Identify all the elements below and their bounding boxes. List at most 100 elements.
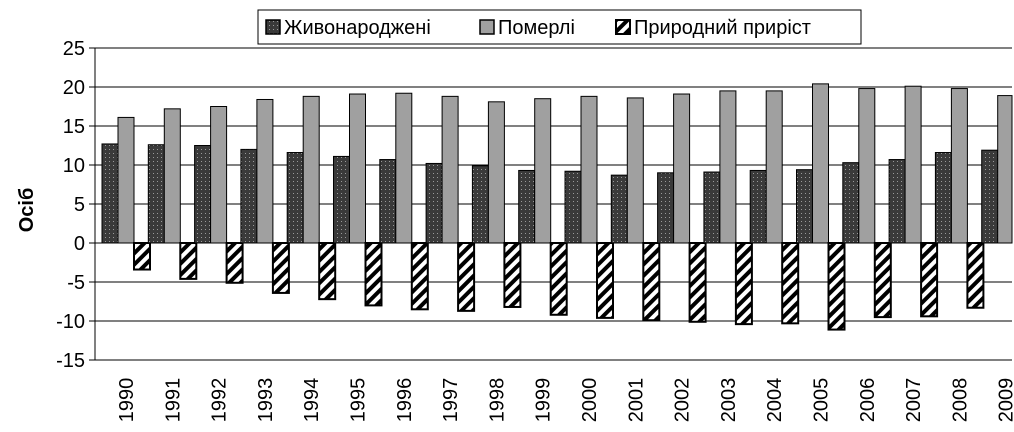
y-tick-label: 15 bbox=[63, 116, 85, 138]
bar-natural-increase bbox=[225, 242, 244, 284]
bar-deaths bbox=[210, 106, 228, 244]
bar-deaths bbox=[163, 108, 181, 244]
bar-live-births bbox=[981, 149, 999, 244]
bar-deaths bbox=[534, 98, 552, 244]
y-axis-label: Осіб bbox=[16, 188, 38, 233]
bar-live-births bbox=[471, 165, 489, 244]
bar-deaths bbox=[904, 85, 922, 244]
x-tick-label: 1993 bbox=[255, 378, 277, 423]
x-tick-label: 2001 bbox=[625, 378, 647, 423]
bar-deaths bbox=[580, 95, 598, 244]
x-tick-label: 2007 bbox=[903, 378, 925, 423]
bar-deaths bbox=[256, 98, 274, 244]
bar-live-births bbox=[657, 172, 675, 244]
bar-natural-increase bbox=[873, 242, 892, 319]
bar-natural-increase bbox=[734, 242, 753, 326]
legend-swatch-deaths bbox=[479, 19, 495, 35]
bar-natural-increase bbox=[503, 242, 522, 308]
bar-deaths bbox=[719, 90, 737, 244]
y-tick-label: 5 bbox=[74, 194, 85, 216]
bar-live-births bbox=[518, 169, 536, 244]
x-tick-label: 1999 bbox=[533, 378, 555, 423]
x-tick-label: 2008 bbox=[949, 378, 971, 423]
x-tick-label: 2005 bbox=[811, 378, 833, 423]
bar-live-births bbox=[888, 159, 906, 244]
bar-natural-increase bbox=[364, 242, 383, 307]
bar-deaths bbox=[349, 93, 366, 244]
x-tick-label: 1995 bbox=[348, 378, 370, 423]
y-tick-label: -5 bbox=[67, 272, 85, 294]
legend-box bbox=[257, 9, 862, 45]
bar-live-births bbox=[564, 170, 582, 244]
bar-natural-increase bbox=[271, 242, 290, 294]
bar-natural-increase bbox=[179, 242, 198, 280]
bar-natural-increase bbox=[596, 242, 614, 319]
x-tick-label: 1996 bbox=[394, 378, 416, 423]
bar-live-births bbox=[934, 152, 952, 244]
bar-deaths bbox=[812, 83, 829, 244]
legend-label-natural-increase: Природний приріст bbox=[634, 17, 811, 39]
bar-deaths bbox=[441, 95, 459, 244]
y-tick-label: 25 bbox=[63, 38, 85, 60]
y-tick-label: 0 bbox=[74, 233, 85, 255]
x-tick-label: 2006 bbox=[857, 378, 879, 423]
bar-natural-increase bbox=[410, 242, 429, 311]
bar-deaths bbox=[117, 116, 135, 244]
legend-swatch-natural-increase bbox=[615, 19, 631, 35]
bar-natural-increase bbox=[318, 242, 337, 301]
bar-deaths bbox=[673, 93, 691, 244]
bar-live-births bbox=[610, 174, 628, 244]
y-tick-label: -15 bbox=[56, 350, 85, 372]
bar-live-births bbox=[286, 152, 304, 244]
bar-deaths bbox=[395, 92, 413, 244]
bar-live-births bbox=[796, 169, 813, 244]
bar-live-births bbox=[147, 144, 165, 244]
x-tick-labels: 1990 1991 1992 1993 1994 1995 1996 1997 1998 1999… bbox=[116, 378, 1014, 423]
x-tick-label: 2000 bbox=[579, 378, 601, 423]
x-tick-label: 1994 bbox=[301, 378, 323, 423]
x-tick-label: 2002 bbox=[672, 378, 694, 423]
x-tick-label: 1991 bbox=[162, 378, 184, 423]
bar-live-births bbox=[379, 159, 397, 244]
bar-natural-increase bbox=[920, 242, 939, 318]
legend: Живонароджені Померлі Природний приріст bbox=[257, 9, 862, 45]
bar-live-births bbox=[101, 143, 119, 244]
x-tick-label: 1997 bbox=[440, 378, 462, 423]
x-tick-label: 1990 bbox=[116, 378, 138, 423]
y-tick-label: -10 bbox=[56, 311, 85, 333]
x-tick-label: 2003 bbox=[718, 378, 740, 423]
bar-natural-increase bbox=[781, 242, 800, 325]
legend-label-deaths: Померлі bbox=[498, 17, 575, 39]
x-tick-label: 1992 bbox=[209, 378, 231, 423]
bar-deaths bbox=[950, 88, 968, 244]
bar-natural-increase bbox=[457, 242, 476, 312]
bar-natural-increase bbox=[827, 242, 846, 331]
legend-label-live-births: Живонароджені bbox=[284, 17, 431, 39]
x-tick-label: 1998 bbox=[486, 378, 508, 423]
y-tick-labels: 25 20 15 10 5 0 -5 -10 -15 bbox=[56, 38, 85, 372]
bar-live-births bbox=[194, 145, 212, 244]
bar-deaths bbox=[765, 90, 783, 244]
bar-live-births bbox=[333, 155, 350, 244]
legend-swatch-live-births bbox=[265, 19, 281, 35]
bar-natural-increase bbox=[133, 242, 151, 271]
bar-natural-increase bbox=[688, 242, 707, 323]
bar-natural-increase bbox=[966, 242, 985, 309]
bar-deaths bbox=[302, 95, 320, 244]
bar-deaths bbox=[626, 97, 644, 244]
bar-deaths bbox=[487, 101, 505, 244]
bar-live-births bbox=[425, 162, 443, 244]
bar-natural-increase bbox=[549, 242, 568, 316]
bar-live-births bbox=[240, 148, 258, 244]
bar-live-births bbox=[703, 171, 721, 244]
x-tick-label: 2004 bbox=[764, 378, 786, 423]
bars bbox=[101, 83, 1013, 331]
bar-deaths bbox=[997, 95, 1013, 244]
y-tick-label: 20 bbox=[63, 77, 85, 99]
bar-deaths bbox=[858, 88, 876, 244]
y-tick-label: 10 bbox=[63, 155, 85, 177]
bar-live-births bbox=[749, 169, 767, 244]
x-tick-label: 2009 bbox=[996, 378, 1014, 423]
bar-live-births bbox=[842, 162, 860, 244]
